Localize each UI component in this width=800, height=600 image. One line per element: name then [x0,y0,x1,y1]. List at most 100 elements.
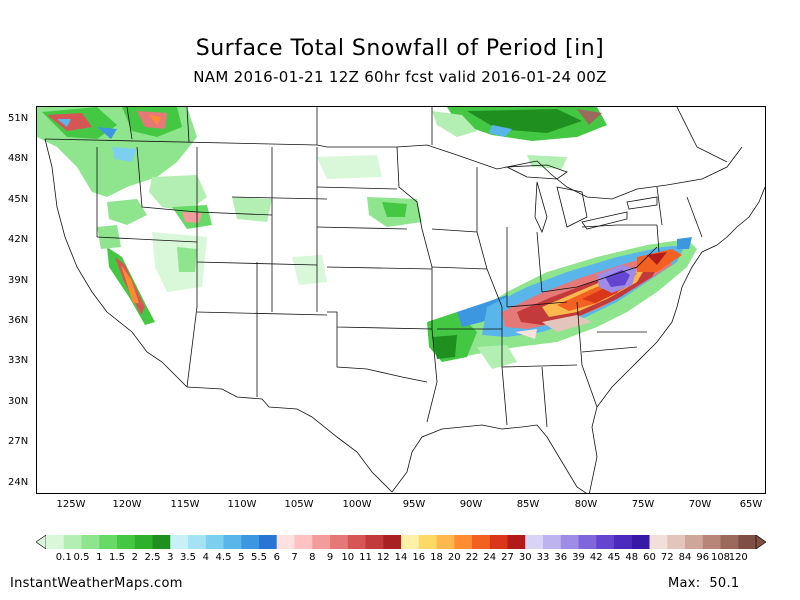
lat-label: 36N [8,315,29,326]
lon-label: 110W [227,499,257,510]
colorbar-tick-label: 4.5 [215,552,232,563]
colorbar-cell [418,535,437,549]
colorbar-cell [560,535,579,549]
lat-label: 30N [8,396,29,407]
colorbar-tick-label: 39 [572,552,585,563]
max-number: 50.1 [709,576,740,591]
colorbar-cell [117,535,135,549]
colorbar-tick-label: 8 [309,552,316,563]
lon-label: 75W [631,499,655,510]
colorbar-cell [631,535,650,549]
colorbar-cell [188,535,206,549]
lat-label: 51N [8,113,29,124]
colorbar-tick-label: 6 [273,552,280,563]
colorbar-tick-label: 5 [238,552,245,563]
map-title: Surface Total Snowfall of Period [in] [195,36,605,61]
colorbar-cell [720,535,739,549]
colorbar-cell [649,535,668,549]
colorbar-tick-label: 96 [696,552,710,563]
colorbar-tick-label: 108 [710,552,731,563]
lat-label: 45N [8,194,29,205]
colorbar-tick-label: 36 [554,552,568,563]
colorbar-cell [596,535,615,549]
colorbar-tick-label: 16 [412,552,426,563]
colorbar-cell [46,535,64,549]
lat-label: 24N [8,477,29,488]
lon-label: 65W [739,499,763,510]
colorbar-cell [489,535,508,549]
colorbar-cell [401,535,419,549]
colorbar-cell [543,535,561,549]
colorbar-cell [63,535,82,549]
colorbar-cell [578,535,597,549]
colorbar-cell [134,535,153,549]
colorbar-cell [472,535,490,549]
colorbar-tick-label: 1 [96,552,103,563]
colorbar-tick-label: 12 [376,552,390,563]
colorbar-tick-label: 30 [518,552,532,563]
colorbar-tick-label: 18 [430,552,443,563]
lat-label: 39N [8,275,29,286]
colorbar-cell [241,535,260,549]
colorbar-cell [205,535,224,549]
colorbar-cell [383,535,402,549]
map-canvas [37,107,765,493]
colorbar-cell [276,535,295,549]
map-subtitle: NAM 2016-01-21 12Z 60hr fcst valid 2016-… [193,68,607,86]
lat-label: 42N [8,234,29,245]
lon-label: 90W [459,499,483,510]
lon-label: 85W [516,499,540,510]
lon-label: 105W [284,499,314,510]
colorbar-tick-label: 4 [202,552,209,563]
colorbar-cell [152,535,171,549]
colorbar-cell [347,535,366,549]
colorbar-cell [294,535,313,549]
colorbar-tick-label: 27 [501,552,514,563]
colorbar-tick-label: 120 [728,552,748,563]
colorbar-tick-label: 3 [167,552,174,563]
colorbar-cell [454,535,473,549]
colorbar-cell [330,535,348,549]
lon-label: 70W [688,499,712,510]
max-value: Max: 50.1 [668,576,740,591]
colorbar-tick-label: 60 [643,552,656,563]
colorbar-cell [667,535,686,549]
colorbar-tick-label: 20 [447,552,461,563]
colorbar-cell [507,535,526,549]
colorbar-max-arrow [755,535,766,549]
colorbar-tick-label: 2 [131,552,138,563]
lon-label: 100W [342,499,372,510]
lat-label: 33N [8,355,29,366]
snowfall-shading [37,107,697,369]
colorbar-tick-label: 42 [589,552,603,563]
lon-label: 120W [112,499,142,510]
colorbar-cell [81,535,100,549]
colorbar-tick-label: 24 [483,552,497,563]
colorbar-tick-label: 1.5 [109,552,125,563]
colorbar-cell [702,535,721,549]
max-label: Max: [668,576,701,591]
lon-label: 95W [402,499,426,510]
colorbar-tick-label: 0.5 [73,552,90,563]
colorbar-tick-label: 10 [341,552,355,563]
colorbar-tick-label: 48 [625,552,639,563]
lat-label: 48N [8,153,29,164]
colorbar-tick-label: 11 [359,552,372,563]
colorbar-cell [436,535,455,549]
snowfall-map [36,106,766,494]
colorbar-cell [170,535,189,549]
colorbar-cell [738,535,757,549]
colorbar-tick-label: 14 [394,552,408,563]
colorbar-cell [525,535,544,549]
colorbar-tick-label: 7 [291,552,298,563]
lat-label: 27N [8,436,29,447]
colorbar-tick-label: 0.1 [55,552,72,563]
colorbar-tick-label: 33 [536,552,550,563]
colorbar-tick-label: 22 [465,552,479,563]
colorbar-min-arrow [36,535,47,549]
colorbar-tick-label: 45 [607,552,621,563]
colorbar-cell [614,535,632,549]
colorbar-cell [685,535,703,549]
colorbar-tick-label: 72 [660,552,674,563]
colorbar-labels: 0.1 0.5 1 1.5 2 2.5 3 3.5 4 4.5 5 5.5 6 7 8 9 10 11 12 14 16… [0,552,800,566]
